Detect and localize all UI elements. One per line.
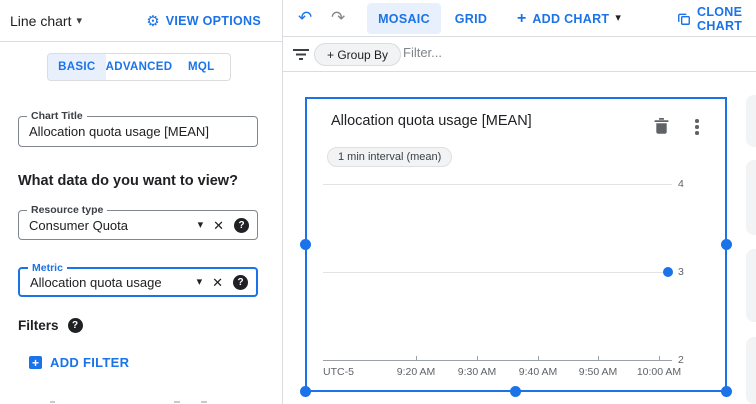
config-panel-header: Line chart ▾ ⚙ VIEW OPTIONS xyxy=(0,0,283,42)
kebab-icon xyxy=(695,119,699,123)
chart-title-field-value: Allocation quota usage [MEAN] xyxy=(29,124,209,139)
filters-section-heading: Filters ? xyxy=(18,318,83,333)
resource-type-clear-icon[interactable]: ✕ xyxy=(213,217,224,233)
view-options-label: VIEW OPTIONS xyxy=(165,14,261,28)
chart-type-label: Line chart xyxy=(10,13,72,29)
neighbor-chart-placeholder[interactable] xyxy=(746,249,756,322)
clipped-text-artifact xyxy=(174,401,180,403)
grid-label: GRID xyxy=(454,11,488,26)
copy-icon xyxy=(677,12,691,26)
metric-field-label: Metric xyxy=(28,262,67,274)
chevron-down-icon: ▾ xyxy=(76,14,83,27)
metric-field-value: Allocation quota usage xyxy=(30,274,162,290)
x-label-timezone: UTC-5 xyxy=(323,366,354,378)
x-tickmark xyxy=(659,356,660,360)
chart-card[interactable]: Allocation quota usage [MEAN] 1 min inte… xyxy=(305,97,727,392)
dashboard-toolbar: ↶ ↷ MOSAIC GRID + ADD CHART ▾ CLONE CHAR… xyxy=(283,0,756,37)
clipped-text-artifact xyxy=(201,401,207,403)
resize-handle-bottom-right[interactable] xyxy=(721,386,732,397)
chart-type-dropdown[interactable]: Line chart ▾ xyxy=(10,0,82,42)
redo-button[interactable]: ↷ xyxy=(331,9,345,26)
clone-chart-label: CLONE CHART xyxy=(697,4,743,33)
tab-mosaic[interactable]: MOSAIC xyxy=(367,3,441,34)
y-tick-2: 2 xyxy=(678,354,684,366)
chart-title-field-label: Chart Title xyxy=(27,110,87,122)
plus-icon: + xyxy=(517,9,527,27)
neighbor-chart-placeholder[interactable] xyxy=(746,95,756,147)
x-tickmark xyxy=(538,356,539,360)
add-filter-button[interactable]: + ADD FILTER xyxy=(29,355,129,370)
series-data-point xyxy=(663,267,673,277)
group-by-chip[interactable]: + Group By xyxy=(314,43,402,66)
metric-dropdown-icon[interactable]: ▾ xyxy=(196,275,203,288)
group-by-chip-label: + Group By xyxy=(327,47,389,62)
add-icon: + xyxy=(29,356,42,370)
tab-mql[interactable]: MQL xyxy=(187,61,215,73)
filter-input[interactable] xyxy=(403,45,623,60)
resize-handle-bottom-left[interactable] xyxy=(300,386,311,397)
add-chart-button[interactable]: + ADD CHART ▾ xyxy=(517,0,621,37)
metric-clear-icon[interactable]: ✕ xyxy=(212,274,223,290)
clipped-text-artifact xyxy=(50,401,55,403)
gridline-y3 xyxy=(323,272,672,273)
resize-handle-left[interactable] xyxy=(300,239,311,250)
add-chart-dropdown-icon: ▾ xyxy=(615,12,621,24)
metric-help-icon[interactable]: ? xyxy=(233,274,248,290)
resource-type-field[interactable]: Resource type Consumer Quota ▾ ✕ ? xyxy=(18,204,258,240)
x-tickmark xyxy=(477,356,478,360)
resource-type-dropdown-icon[interactable]: ▾ xyxy=(197,218,204,231)
x-label-940: 9:40 AM xyxy=(518,366,558,378)
view-options-button[interactable]: ⚙ VIEW OPTIONS xyxy=(146,0,261,42)
interval-chip-label: 1 min interval (mean) xyxy=(338,151,442,163)
filter-list-icon[interactable] xyxy=(293,47,309,64)
editor-mode-tabs: BASIC ADVANCED MQL xyxy=(47,53,231,81)
add-filter-label: ADD FILTER xyxy=(50,355,130,370)
tab-advanced[interactable]: ADVANCED xyxy=(105,61,173,73)
filters-label: Filters xyxy=(18,318,59,333)
metric-field[interactable]: Metric Allocation quota usage ▾ ✕ ? xyxy=(18,262,258,297)
chart-more-options-button[interactable] xyxy=(691,117,703,137)
mosaic-label: MOSAIC xyxy=(378,11,430,26)
resource-type-field-value: Consumer Quota xyxy=(29,217,128,233)
dashboard-filter-bar: + Group By xyxy=(283,37,756,72)
neighbor-chart-placeholder[interactable] xyxy=(746,160,756,235)
tab-basic[interactable]: BASIC xyxy=(48,54,106,80)
resize-handle-right[interactable] xyxy=(721,239,732,250)
x-tickmark xyxy=(416,356,417,360)
add-chart-label: ADD CHART xyxy=(532,11,610,26)
x-axis-line xyxy=(323,360,672,361)
resource-type-help-icon[interactable]: ? xyxy=(234,217,249,233)
delete-chart-button[interactable] xyxy=(654,118,669,137)
tab-grid[interactable]: GRID xyxy=(445,3,497,34)
x-label-1000: 10:00 AM xyxy=(636,366,682,378)
x-tickmark xyxy=(598,356,599,360)
x-label-950: 9:50 AM xyxy=(578,366,618,378)
y-tick-3: 3 xyxy=(678,266,684,278)
redo-icon: ↷ xyxy=(331,8,346,27)
config-panel: Line chart ▾ ⚙ VIEW OPTIONS BASIC ADVANC… xyxy=(0,0,283,404)
chart-title-field[interactable]: Chart Title Allocation quota usage [MEAN… xyxy=(18,110,258,147)
gridline-y4 xyxy=(323,184,672,185)
resource-type-field-label: Resource type xyxy=(27,204,108,216)
chart-card-title: Allocation quota usage [MEAN] xyxy=(331,113,532,129)
undo-button[interactable]: ↶ xyxy=(298,9,312,26)
x-label-920: 9:20 AM xyxy=(396,366,436,378)
filters-help-icon[interactable]: ? xyxy=(67,318,83,333)
clone-chart-button[interactable]: CLONE CHART xyxy=(677,0,756,37)
interval-chip: 1 min interval (mean) xyxy=(327,147,453,167)
undo-icon: ↶ xyxy=(298,8,313,27)
y-tick-4: 4 xyxy=(678,178,684,190)
gear-icon: ⚙ xyxy=(146,12,160,30)
resize-handle-bottom-center[interactable] xyxy=(510,386,521,397)
trash-icon xyxy=(654,118,669,134)
data-section-heading: What data do you want to view? xyxy=(18,173,238,189)
x-label-930: 9:30 AM xyxy=(457,366,497,378)
neighbor-chart-placeholder[interactable] xyxy=(746,337,756,404)
